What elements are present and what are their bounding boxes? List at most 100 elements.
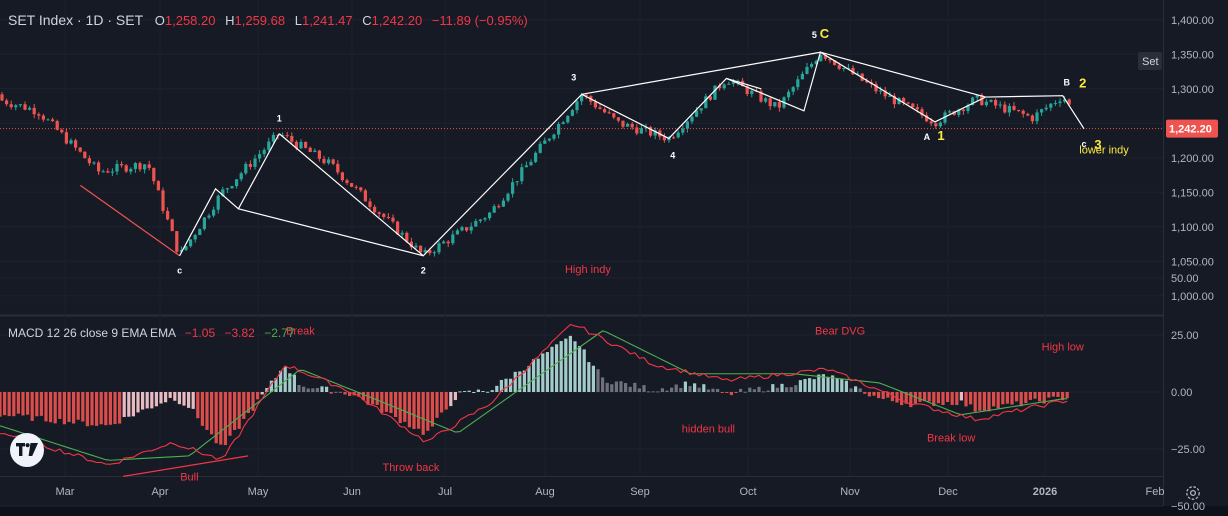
candle: [501, 198, 505, 208]
candle-body: [639, 128, 643, 134]
macd-histogram-bar: [279, 370, 283, 392]
candle-body: [184, 246, 188, 250]
candle-body: [271, 134, 275, 142]
candle-body: [506, 193, 510, 201]
macd-histogram-bar: [150, 392, 154, 409]
candle: [60, 128, 64, 134]
symbol-title[interactable]: SET Index · 1D · SET: [8, 12, 144, 28]
candle: [828, 58, 832, 64]
macd-annotation: Break: [286, 325, 315, 337]
candle: [902, 96, 906, 106]
low-value: 1,241.47: [301, 13, 353, 28]
candle: [529, 159, 533, 166]
macd-annotation: Bear DVG: [815, 325, 865, 337]
macd-histogram-bar: [637, 388, 641, 392]
macd-histogram-bar: [923, 392, 927, 402]
macd-histogram-bar: [297, 385, 301, 392]
candle: [258, 150, 262, 163]
macd-header[interactable]: MACD 12 26 close 9 EMA EMA −1.05 −3.82 −…: [8, 326, 295, 340]
candle: [1007, 103, 1011, 117]
tradingview-logo-icon[interactable]: [10, 433, 44, 467]
wave-top-line: [820, 51, 986, 98]
candle: [101, 169, 105, 173]
macd-histogram-bar: [403, 392, 407, 422]
macd-histogram-bar: [683, 381, 687, 392]
candle-body: [345, 180, 349, 184]
time-axis-label: Feb: [1146, 486, 1165, 498]
macd-histogram-bar: [992, 392, 996, 407]
macd-histogram-bar: [1042, 392, 1046, 404]
time-axis-label: Dec: [938, 486, 958, 498]
candle-body: [340, 172, 344, 181]
candle-body: [488, 212, 492, 219]
macd-histogram-bar: [0, 392, 2, 417]
candle: [382, 212, 386, 220]
candle: [129, 167, 133, 175]
time-axis-label: Oct: [739, 486, 756, 498]
macd-histogram-bar: [233, 392, 237, 430]
candle: [1058, 98, 1062, 107]
candle-body: [511, 182, 515, 194]
macd-histogram-bar: [375, 392, 379, 405]
candle-body: [46, 119, 50, 121]
macd-histogram-bar: [978, 392, 982, 411]
wave-channel-segment: [726, 77, 762, 90]
macd-histogram-bar: [389, 392, 393, 414]
time-axis-label: Apr: [151, 486, 168, 498]
candle: [106, 168, 110, 174]
candle-body: [304, 142, 308, 148]
candle-body: [414, 245, 418, 248]
candle: [662, 133, 666, 143]
candle: [368, 198, 372, 211]
candle-body: [129, 168, 133, 172]
candle: [552, 133, 556, 141]
macd-histogram-bar: [725, 392, 729, 393]
candle-body: [501, 200, 505, 207]
macd-histogram-bar: [35, 392, 39, 417]
candle-body: [28, 107, 32, 110]
wave-label-B: B: [1063, 78, 1070, 88]
candle: [699, 108, 703, 114]
macd-histogram-bar: [292, 374, 296, 392]
candle: [920, 106, 924, 119]
candle: [253, 154, 257, 170]
settings-gear-icon[interactable]: [1184, 484, 1202, 502]
candle: [308, 146, 312, 153]
macd-histogram-bar: [458, 391, 462, 393]
macd-histogram-bar: [440, 392, 444, 413]
candle-body: [41, 115, 45, 120]
macd-histogram-bar: [343, 392, 347, 395]
candle-body: [552, 134, 556, 139]
candle: [14, 104, 18, 111]
macd-histogram-bar: [49, 392, 53, 423]
candle: [1026, 112, 1030, 117]
candle-body: [1067, 99, 1071, 105]
candle-body: [156, 181, 160, 191]
candle: [120, 161, 124, 168]
time-axis-label: Sep: [630, 486, 650, 498]
gear-icon-glyph: [1186, 486, 1200, 500]
macd-histogram-bar: [578, 345, 582, 392]
candle-body: [538, 143, 542, 153]
candle-body: [957, 109, 961, 115]
macd-histogram-bar: [320, 386, 324, 392]
candle: [598, 103, 602, 110]
price-tick-label: 1,050.00: [1171, 256, 1214, 268]
candle: [492, 204, 496, 214]
candles: [0, 53, 1071, 257]
candle-body: [391, 217, 395, 222]
macd-histogram: [0, 335, 1069, 446]
candle: [649, 125, 653, 138]
macd-histogram-bar: [127, 392, 131, 417]
candle-body: [460, 227, 464, 231]
candle-body: [483, 218, 487, 220]
candle-body: [235, 179, 239, 187]
candle-body: [442, 241, 446, 244]
candle: [787, 89, 791, 101]
candle: [5, 98, 9, 107]
candle-body: [929, 121, 933, 124]
macd-annotation: High low: [1042, 341, 1084, 353]
candle-body: [465, 227, 469, 231]
